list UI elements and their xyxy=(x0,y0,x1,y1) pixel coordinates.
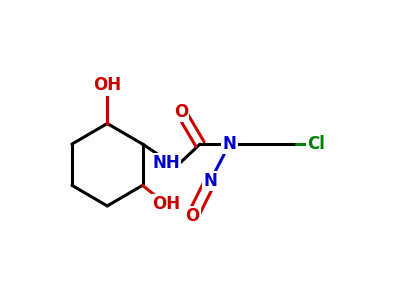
Text: OH: OH xyxy=(93,76,121,94)
Text: O: O xyxy=(174,103,188,121)
Text: NH: NH xyxy=(152,154,180,172)
Text: Cl: Cl xyxy=(307,135,325,153)
Text: N: N xyxy=(203,172,217,190)
Text: N: N xyxy=(222,135,236,153)
Text: OH: OH xyxy=(152,196,180,214)
Text: O: O xyxy=(186,207,200,225)
